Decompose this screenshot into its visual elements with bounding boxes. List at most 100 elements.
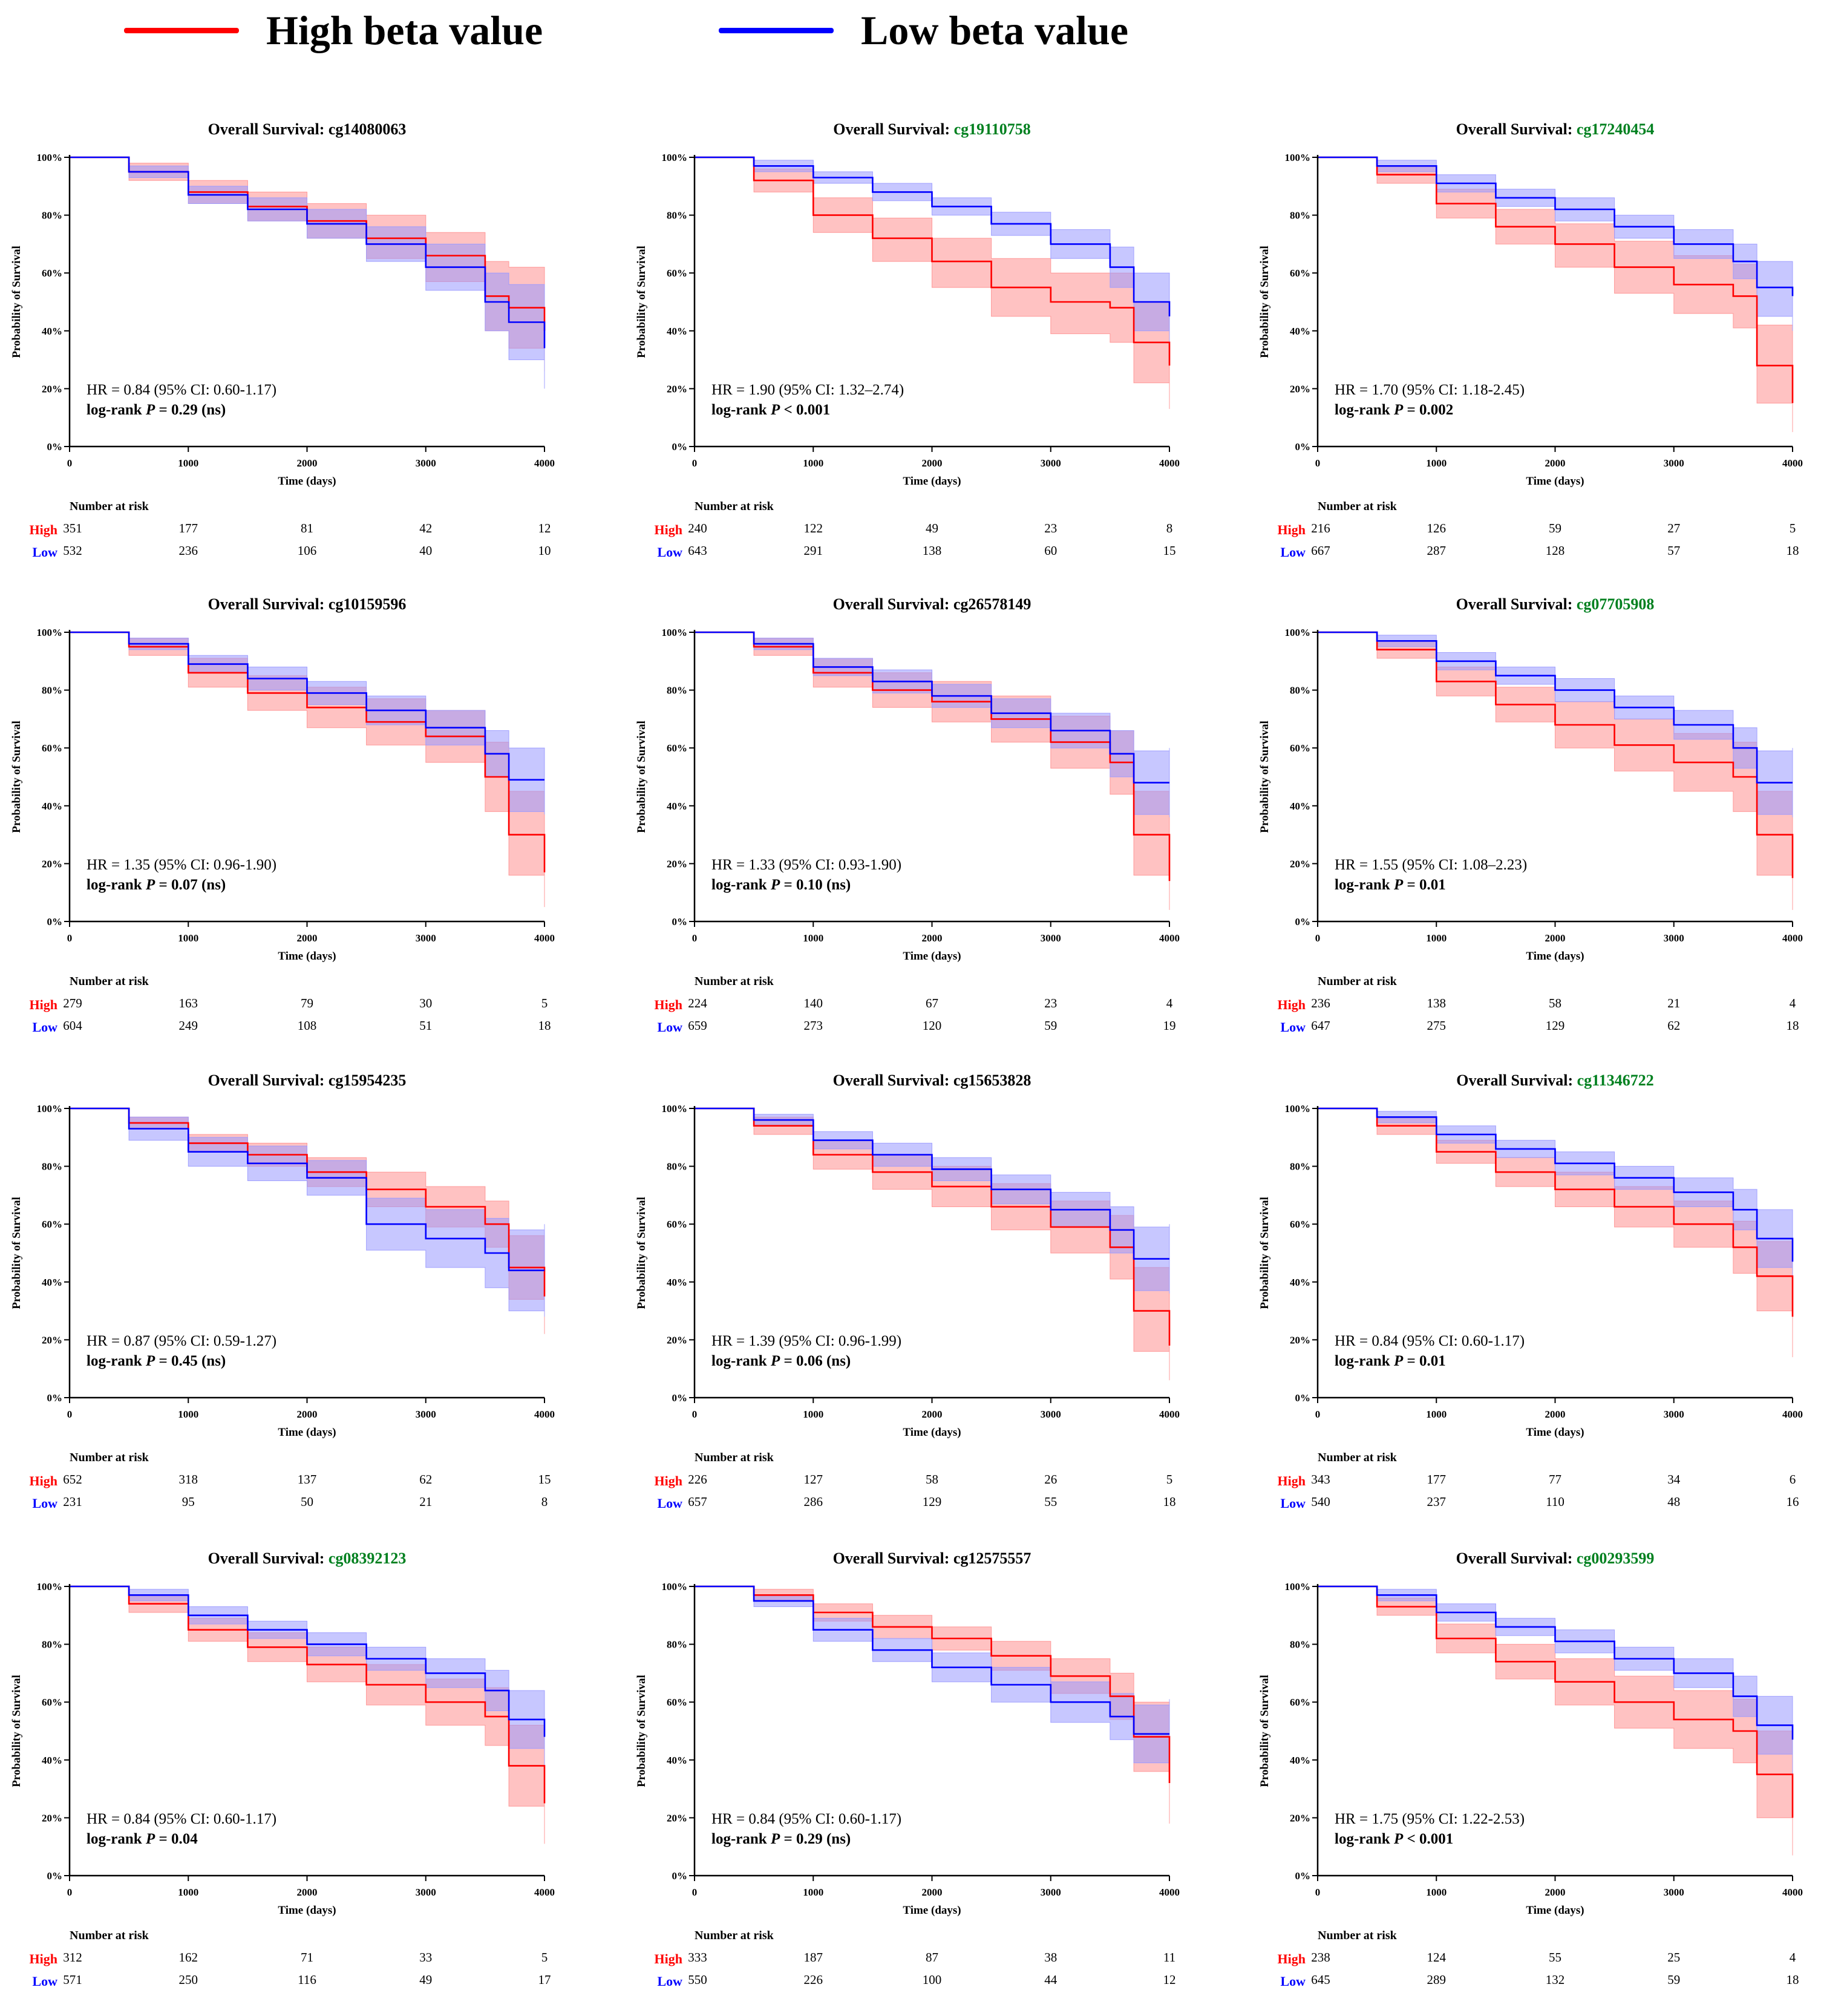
risk-count-low: 237 [1427,1494,1447,1509]
chart-title-prefix: Overall Survival: [208,120,329,138]
risk-table-title: Number at risk [1318,1451,1398,1464]
y-tick-label: 100% [37,627,63,638]
risk-count-high: 187 [804,1950,823,1965]
y-tick-label: 0% [47,441,63,453]
chart-title-prefix: Overall Survival: [833,120,953,138]
risk-count-low: 10 [538,543,551,558]
risk-count-high: 124 [1427,1950,1447,1965]
logrank-p-symbol: P [145,1831,155,1847]
chart-title-probe: cg10159596 [329,595,407,613]
risk-count-low: 129 [923,1494,942,1509]
risk-count-low: 108 [298,1018,317,1033]
risk-count-high: 5 [1790,521,1796,535]
x-axis-label: Time (days) [903,475,961,488]
risk-count-low: 291 [804,543,823,558]
y-axis-label: Probability of Survival [10,721,23,833]
x-tick-label: 3000 [416,932,436,944]
y-tick-label: 0% [47,1392,63,1404]
risk-count-low: 286 [804,1494,823,1509]
y-tick-label: 20% [42,1812,62,1824]
risk-count-low: 17 [538,1972,551,1987]
logrank-label: log-rank [87,402,146,418]
survival-chart-cg08392123: Overall Survival: cg08392123 0% 20% 40% 60% 8… [0,1538,607,2016]
y-axis-label: Probability of Survival [635,1197,648,1309]
risk-count-low: 645 [1311,1972,1330,1987]
y-tick-label: 0% [47,1870,63,1882]
y-tick-label: 100% [37,152,63,163]
x-tick-label: 2000 [1545,1887,1566,1898]
risk-count-low: 128 [1546,543,1565,558]
x-tick-label: 3000 [416,1887,436,1898]
survival-curve-low [695,156,1171,316]
risk-count-high: 42 [419,521,432,535]
risk-count-low: 18 [1787,1018,1799,1033]
risk-count-high: 30 [419,996,432,1010]
y-tick-label: 40% [667,1277,687,1288]
y-tick-label: 0% [1295,1392,1311,1404]
logrank-value: 0.001 [796,402,830,418]
risk-count-low: 116 [298,1972,316,1987]
survival-chart-cg14080063: Overall Survival: cg14080063 0% 20% 40% 60% 8… [0,109,607,587]
y-tick-label: 20% [667,1812,687,1824]
survival-chart-cg00293599: Overall Survival: cg00293599 0% 20% 40% 60% 8… [1248,1538,1821,2016]
risk-count-high: 279 [63,996,82,1010]
x-tick-label: 0 [67,1409,73,1420]
y-tick-label: 80% [42,210,62,221]
logrank-p-text: log-rank P = 0.07 (ns) [87,877,226,893]
risk-count-high: 137 [298,1472,317,1487]
x-tick-label: 3000 [1664,1409,1684,1420]
logrank-p-text: log-rank P = 0.10 (ns) [711,877,851,893]
logrank-op: = [155,877,171,893]
y-tick-label: 80% [667,210,687,221]
y-tick-label: 60% [1290,267,1310,279]
x-tick-label: 0 [1315,457,1321,469]
risk-count-high: 652 [63,1472,82,1487]
risk-count-high: 216 [1311,521,1330,535]
survival-plot-svg: Overall Survival: cg17240454 0% 20% 40% 60% 8… [1258,120,1803,560]
logrank-value: 0.01 [1419,877,1446,893]
y-tick-label: 60% [667,267,687,279]
ci-band-low [695,632,1170,817]
x-tick-label: 1000 [178,457,198,469]
risk-label-high: High [30,522,57,537]
risk-count-low: 60 [1044,543,1057,558]
chart-title-probe: cg11346722 [1577,1072,1654,1089]
chart-title-probe: cg26578149 [953,595,1031,613]
risk-label-low: Low [1280,1974,1306,1989]
chart-title-probe: cg07705908 [1577,595,1655,613]
risk-label-high: High [30,1951,57,1966]
y-tick-label: 40% [42,1755,62,1766]
risk-count-high: 33 [419,1950,432,1965]
chart-title-prefix: Overall Survival: [1456,1072,1577,1089]
risk-count-low: 18 [1163,1494,1176,1509]
logrank-op: = [1403,1353,1419,1369]
risk-count-high: 162 [179,1950,198,1965]
risk-count-high: 5 [541,1950,548,1965]
y-tick-label: 40% [1290,1755,1310,1766]
logrank-label: log-rank [711,402,771,418]
y-tick-label: 0% [672,916,688,928]
chart-title-probe: cg17240454 [1577,120,1655,138]
survival-curve-low [695,1107,1169,1260]
logrank-p-text: log-rank P = 0.01 [1335,877,1446,893]
survival-plot-svg: Overall Survival: cg08392123 0% 20% 40% 60% 8… [10,1550,555,1989]
risk-count-low: 59 [1044,1018,1057,1033]
survival-plot-svg: Overall Survival: cg15954235 0% 20% 40% 60% 8… [10,1072,555,1511]
y-tick-label: 40% [1290,326,1310,337]
x-tick-label: 3000 [1664,932,1684,944]
hazard-ratio-text: HR = 1.90 (95% CI: 1.32–2.74) [711,382,904,398]
risk-count-high: 177 [1427,1472,1447,1487]
survival-curve-low [1318,631,1793,784]
risk-label-low: Low [1280,1019,1306,1035]
x-tick-label: 0 [1315,932,1321,944]
chart-title: Overall Survival: cg15653828 [833,1072,1031,1089]
logrank-label: log-rank [711,1831,771,1847]
y-tick-label: 40% [667,1755,687,1766]
hazard-ratio-text: HR = 1.70 (95% CI: 1.18-2.45) [1335,382,1525,398]
x-axis-label: Time (days) [278,475,336,488]
risk-count-high: 177 [179,521,198,535]
x-tick-label: 1000 [1426,457,1447,469]
risk-label-high: High [30,997,57,1012]
risk-count-high: 38 [1044,1950,1057,1965]
y-tick-label: 20% [1290,1812,1310,1824]
